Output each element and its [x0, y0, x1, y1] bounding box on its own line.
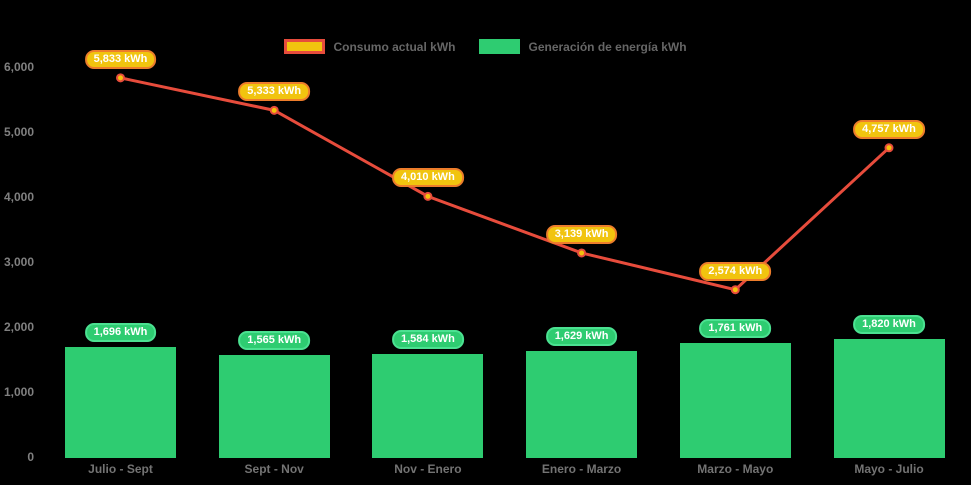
- value-badge: 4,010 kWh: [391, 168, 464, 188]
- value-badge: 1,584 kWh: [391, 330, 464, 350]
- y-tick-label: 6,000: [3, 60, 34, 74]
- x-category-label: Marzo - Mayo: [697, 462, 774, 476]
- chart-legend: Consumo actual kWh Generación de energía…: [0, 39, 971, 54]
- value-badge: 1,761 kWh: [699, 318, 772, 338]
- value-badge: 5,333 kWh: [238, 82, 311, 102]
- generacion-bar[interactable]: [833, 338, 945, 458]
- value-badge: 2,574 kWh: [699, 261, 772, 281]
- generacion-bar[interactable]: [218, 355, 330, 458]
- generacion-bar[interactable]: [65, 346, 176, 458]
- value-badge: 5,833 kWh: [84, 49, 157, 69]
- legend-item-consumo-actual[interactable]: Consumo actual kWh: [284, 39, 455, 54]
- generacion-bar-swatch-icon: [479, 39, 521, 54]
- x-category-label: Julio - Sept: [88, 462, 153, 476]
- x-category-label: Sept - Nov: [244, 462, 304, 476]
- x-category-label: Nov - Enero: [394, 462, 462, 476]
- value-badge: 3,139 kWh: [545, 224, 618, 244]
- y-tick-label: 2,000: [3, 320, 34, 334]
- consumo-data-point[interactable]: [577, 248, 587, 258]
- y-tick-label: 0: [27, 450, 34, 464]
- generacion-bar[interactable]: [679, 342, 791, 458]
- y-tick-label: 4,000: [3, 190, 34, 204]
- value-badge: 4,757 kWh: [853, 119, 925, 139]
- value-badge: 1,629 kWh: [545, 327, 618, 347]
- generacion-bar[interactable]: [526, 351, 638, 458]
- value-badge: 1,565 kWh: [238, 331, 311, 351]
- legend-label-generacion: Generación de energía kWh: [528, 39, 687, 54]
- value-badge: 1,820 kWh: [853, 314, 925, 334]
- consumo-line-swatch-icon: [284, 39, 326, 54]
- consumo-data-point[interactable]: [884, 143, 894, 153]
- consumo-data-point[interactable]: [269, 105, 279, 115]
- consumo-data-point[interactable]: [730, 285, 740, 295]
- consumo-data-point[interactable]: [116, 73, 125, 83]
- x-category-label: Enero - Marzo: [541, 462, 622, 476]
- value-badge: 1,696 kWh: [84, 322, 157, 342]
- legend-label-consumo: Consumo actual kWh: [333, 39, 456, 54]
- y-tick-label: 3,000: [3, 255, 34, 269]
- consumo-data-point[interactable]: [423, 191, 433, 201]
- consumo-line-path: [120, 76, 891, 292]
- y-tick-label: 5,000: [3, 125, 34, 139]
- legend-item-generacion-energia[interactable]: Generación de energía kWh: [479, 39, 687, 54]
- generacion-bar[interactable]: [372, 354, 484, 458]
- y-tick-label: 1,000: [3, 385, 34, 399]
- x-category-label: Mayo - Julio: [854, 462, 924, 476]
